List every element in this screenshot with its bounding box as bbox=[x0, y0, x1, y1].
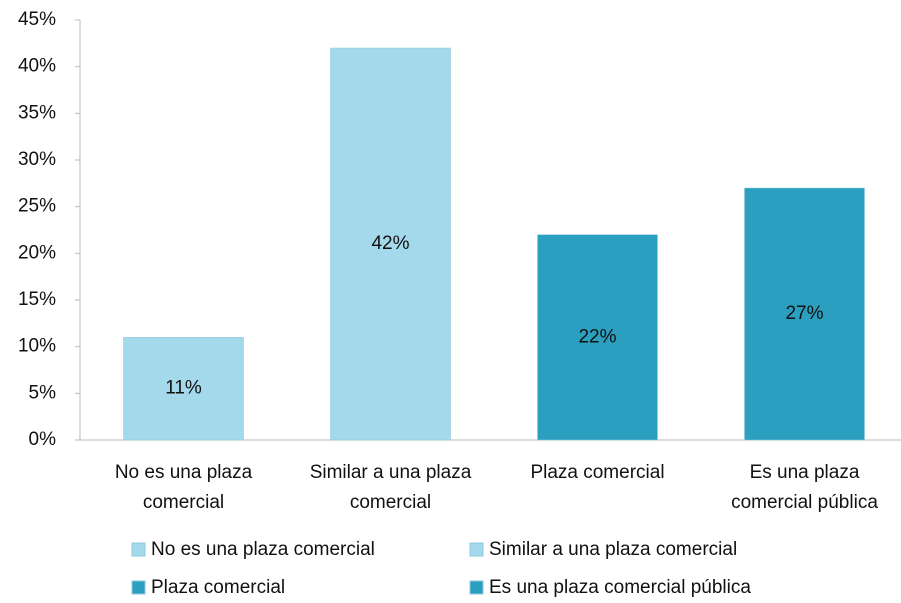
y-tick-label: 15% bbox=[18, 289, 56, 310]
y-tick-label: 5% bbox=[29, 382, 57, 403]
legend-swatch bbox=[131, 542, 146, 557]
y-tick-label: 25% bbox=[18, 196, 56, 217]
bar bbox=[744, 187, 865, 441]
x-tick-label: Similar a una plaza comercial bbox=[309, 462, 472, 513]
bar bbox=[537, 234, 658, 441]
y-tick-label: 45% bbox=[18, 9, 56, 30]
legend-label: Plaza comercial bbox=[151, 577, 285, 598]
data-label: 27% bbox=[785, 303, 823, 324]
y-tick-label: 20% bbox=[18, 242, 56, 263]
y-tick-label: 30% bbox=[18, 149, 56, 170]
data-label: 22% bbox=[578, 326, 616, 347]
y-tick-label: 10% bbox=[18, 336, 56, 357]
y-tick-label: 40% bbox=[18, 56, 56, 77]
bar bbox=[123, 337, 244, 441]
bar bbox=[330, 47, 451, 441]
x-tick-label: Es una plaza comercial pública bbox=[731, 462, 878, 513]
y-tick-label: 35% bbox=[18, 102, 56, 123]
data-label: 42% bbox=[371, 233, 409, 254]
x-tick-label: No es una plaza comercial bbox=[114, 462, 253, 513]
data-label: 11% bbox=[165, 378, 202, 399]
legend-label: No es una plaza comercial bbox=[151, 539, 375, 560]
x-tick-label: Plaza comercial bbox=[530, 462, 665, 483]
legend-swatch bbox=[131, 580, 146, 595]
legend-label: Es una plaza comercial pública bbox=[489, 577, 751, 598]
y-tick-label: 0% bbox=[29, 429, 57, 450]
legend-swatch bbox=[469, 580, 484, 595]
legend-swatch bbox=[469, 542, 484, 557]
legend-label: Similar a una plaza comercial bbox=[489, 539, 737, 560]
